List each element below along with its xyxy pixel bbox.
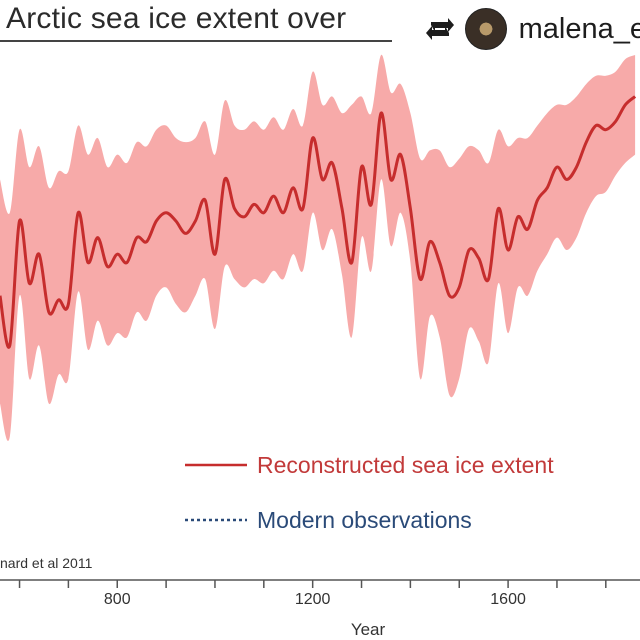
repost-header: malena_e	[412, 6, 640, 52]
avatar[interactable]	[464, 8, 507, 50]
x-tick-label: 800	[103, 591, 131, 608]
title-underline	[0, 40, 392, 42]
x-tick-label: 1600	[490, 591, 526, 608]
username[interactable]: malena_e	[518, 12, 640, 45]
x-axis-label: Year	[350, 620, 386, 639]
x-tick-label: 1200	[294, 591, 331, 608]
chart-title: Arctic sea ice extent over	[6, 2, 347, 35]
legend-label-reconstructed: Reconstructed sea ice extent	[257, 452, 554, 478]
repost-icon[interactable]	[423, 12, 457, 46]
source-credit: nard et al 2011	[0, 555, 93, 571]
series-line-reconstructed	[0, 95, 637, 349]
legend-label-observations: Modern observations	[257, 507, 472, 533]
uncertainty-band	[0, 54, 636, 441]
